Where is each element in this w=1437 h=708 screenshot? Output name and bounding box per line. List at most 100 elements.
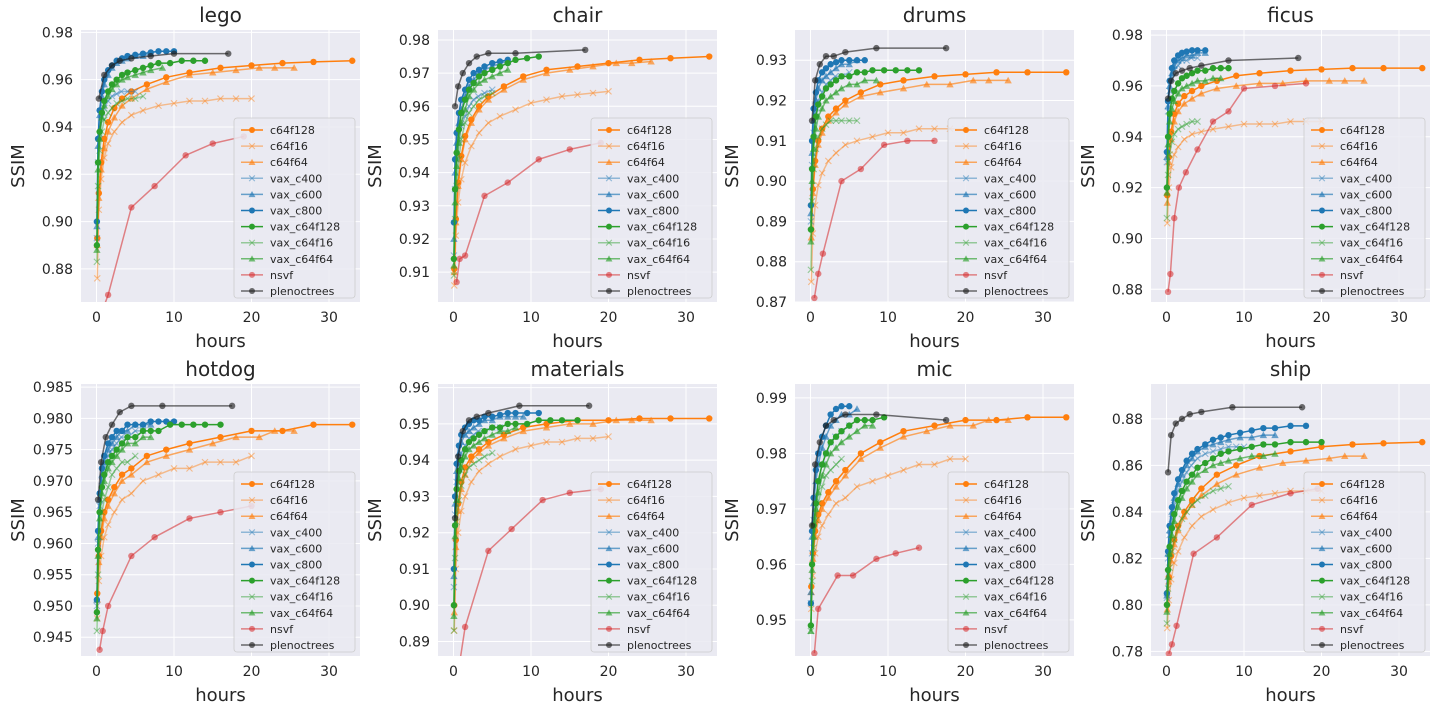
- data-point: [474, 92, 482, 100]
- data-point: [131, 427, 139, 435]
- data-point: [884, 129, 892, 137]
- legend-item: c64f16: [1311, 494, 1378, 507]
- legend-label: plenoctrees: [1340, 285, 1405, 298]
- data-point: [131, 439, 139, 447]
- data-point: [127, 94, 136, 102]
- data-point: [1172, 70, 1180, 77]
- y-tick-label: 0.92: [1112, 181, 1143, 197]
- legend-item: c64f16: [1311, 140, 1378, 153]
- data-point: [147, 427, 154, 435]
- data-point: [139, 427, 147, 435]
- data-point: [1194, 454, 1201, 462]
- data-point: [118, 75, 126, 83]
- legend-item: nsvf: [598, 623, 651, 636]
- data-point: [461, 623, 469, 631]
- series-line-c64f64: [1166, 455, 1365, 610]
- data-point: [1349, 64, 1356, 72]
- data-point: [100, 514, 108, 522]
- data-point: [465, 417, 473, 424]
- data-point: [512, 50, 519, 57]
- legend-label: c64f128: [1340, 124, 1385, 137]
- data-point: [985, 76, 993, 84]
- legend-item: vax_c400: [241, 172, 322, 185]
- legend-label: nsvf: [984, 269, 1008, 282]
- legend-label: vax_c600: [270, 542, 322, 555]
- y-tick-label: 0.90: [756, 174, 787, 190]
- legend-marker: [606, 561, 612, 568]
- data-point: [1188, 51, 1196, 59]
- data-point: [1004, 76, 1012, 84]
- data-point: [1209, 125, 1217, 133]
- data-point: [832, 64, 840, 72]
- data-point: [809, 145, 818, 152]
- data-point: [512, 56, 519, 64]
- data-point: [158, 64, 167, 71]
- data-point: [818, 129, 826, 136]
- legend-marker: [248, 190, 256, 198]
- data-point: [527, 99, 535, 107]
- legend-item: vax_c800: [598, 559, 679, 572]
- data-point: [475, 438, 483, 445]
- data-point: [116, 408, 123, 416]
- data-point: [535, 409, 542, 417]
- data-point: [1188, 522, 1196, 530]
- data-point: [1163, 620, 1171, 627]
- data-point: [1174, 476, 1182, 483]
- legend-label: c64f64: [984, 510, 1022, 523]
- legend-frame: [590, 471, 713, 653]
- series-line-vax_c64f16: [453, 92, 493, 276]
- data-point: [132, 67, 139, 74]
- data-point: [111, 483, 118, 491]
- x-axis-label: hours: [909, 685, 960, 706]
- legend-label: c64f128: [270, 478, 315, 491]
- data-point: [104, 521, 112, 529]
- data-point: [962, 455, 969, 463]
- data-point: [861, 69, 868, 76]
- data-point: [1271, 82, 1279, 90]
- data-point: [1178, 84, 1186, 92]
- data-point: [110, 128, 118, 136]
- series-vax_c800: [1163, 422, 1310, 597]
- series-line-plenoctrees: [454, 405, 590, 519]
- legend-label: c64f16: [270, 494, 308, 507]
- x-tick-label: 20: [1313, 664, 1331, 680]
- data-point: [1256, 120, 1263, 128]
- data-point: [185, 71, 194, 78]
- data-point: [108, 85, 116, 93]
- data-point: [473, 53, 480, 60]
- legend-label: c64f128: [627, 124, 672, 137]
- y-axis-label: SSIM: [722, 144, 743, 188]
- y-axis-label: SSIM: [8, 498, 29, 542]
- data-point: [706, 415, 713, 422]
- data-point: [450, 268, 458, 276]
- legend-label: c64f64: [627, 510, 665, 523]
- y-axis-label: SSIM: [365, 144, 386, 188]
- y-tick-label: 0.91: [399, 265, 430, 281]
- data-point: [915, 461, 923, 468]
- legend-label: vax_c400: [984, 172, 1036, 185]
- data-point: [985, 416, 993, 424]
- data-point: [511, 412, 520, 420]
- legend: c64f128 c64f16 c64f64 vax_c400 vax_c600 vax_c…: [233, 117, 356, 299]
- legend: c64f128 c64f16 c64f64 vax_c400 vax_c600 vax_c…: [1303, 117, 1426, 299]
- legend-label: nsvf: [270, 269, 294, 282]
- data-point: [812, 516, 820, 524]
- legend-marker: [962, 609, 970, 616]
- series-line-c64f16: [453, 90, 609, 286]
- legend-label: plenoctrees: [270, 285, 335, 298]
- data-point: [450, 261, 458, 269]
- legend-item: vax_c400: [241, 526, 322, 539]
- data-point: [470, 102, 478, 110]
- legend-label: c64f128: [984, 124, 1029, 137]
- data-point: [900, 129, 907, 137]
- legend-marker: [249, 577, 255, 584]
- legend-marker: [606, 642, 612, 648]
- data-point: [841, 494, 849, 502]
- data-point: [1164, 288, 1172, 296]
- legend-marker: [605, 255, 613, 262]
- data-point: [1178, 466, 1186, 474]
- y-tick-label: 0.94: [42, 120, 73, 136]
- data-point: [827, 411, 834, 418]
- series-line-c64f128: [96, 423, 353, 594]
- data-point: [1225, 448, 1232, 455]
